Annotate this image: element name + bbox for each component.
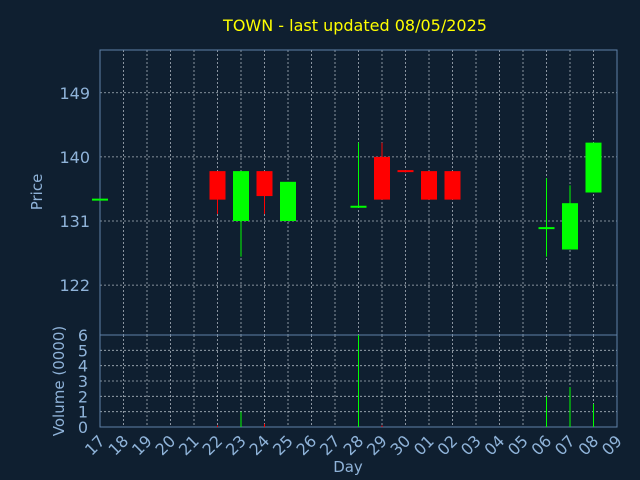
candle-body	[209, 171, 226, 200]
volume-axis-label: Volume (0000)	[50, 326, 68, 436]
candle-body	[280, 181, 296, 221]
day-axis-label: Day	[333, 458, 363, 476]
volume-tick-label: 1	[78, 403, 88, 422]
candle-body	[374, 156, 390, 200]
candle-body	[444, 171, 461, 200]
candle-06	[538, 178, 555, 257]
day-tick-label: 09	[598, 431, 626, 459]
price-tick-label: 131	[59, 212, 90, 231]
price-tick-label: 140	[59, 148, 90, 167]
candle-body	[421, 171, 437, 200]
day-axis-ticks: 1718192021222324252627282930010203040506…	[81, 431, 626, 459]
candle-24	[256, 171, 273, 214]
candle-25	[280, 181, 296, 221]
volume-tick-label: 0	[78, 418, 88, 437]
candle-07	[562, 185, 578, 250]
candle-22	[209, 171, 226, 214]
chart-title: TOWN - last updated 08/05/2025	[222, 16, 487, 35]
candle-01	[421, 171, 437, 200]
candle-30	[397, 170, 414, 173]
volume-tick-label: 4	[78, 357, 88, 376]
price-gridlines	[100, 50, 617, 335]
volume-tick-label: 5	[78, 341, 88, 360]
candle-02	[444, 171, 461, 200]
candle-body	[585, 142, 602, 193]
candle-23	[233, 171, 249, 257]
candle-28	[350, 142, 367, 208]
candle-29	[374, 142, 390, 200]
price-tick-label: 149	[59, 84, 90, 103]
volume-tick-label: 3	[78, 372, 88, 391]
volume-series	[217, 335, 594, 427]
candle-body	[256, 171, 273, 197]
candle-08	[585, 142, 602, 193]
price-axis-ticks: 122 131 140 149	[59, 84, 90, 295]
candle-body	[562, 203, 578, 250]
candlestick-series	[92, 142, 602, 257]
price-axis-label: Price	[28, 174, 46, 211]
price-tick-label: 122	[59, 276, 90, 295]
candle-body	[233, 171, 249, 221]
volume-tick-label: 2	[78, 387, 88, 406]
volume-tick-label: 6	[78, 326, 88, 345]
